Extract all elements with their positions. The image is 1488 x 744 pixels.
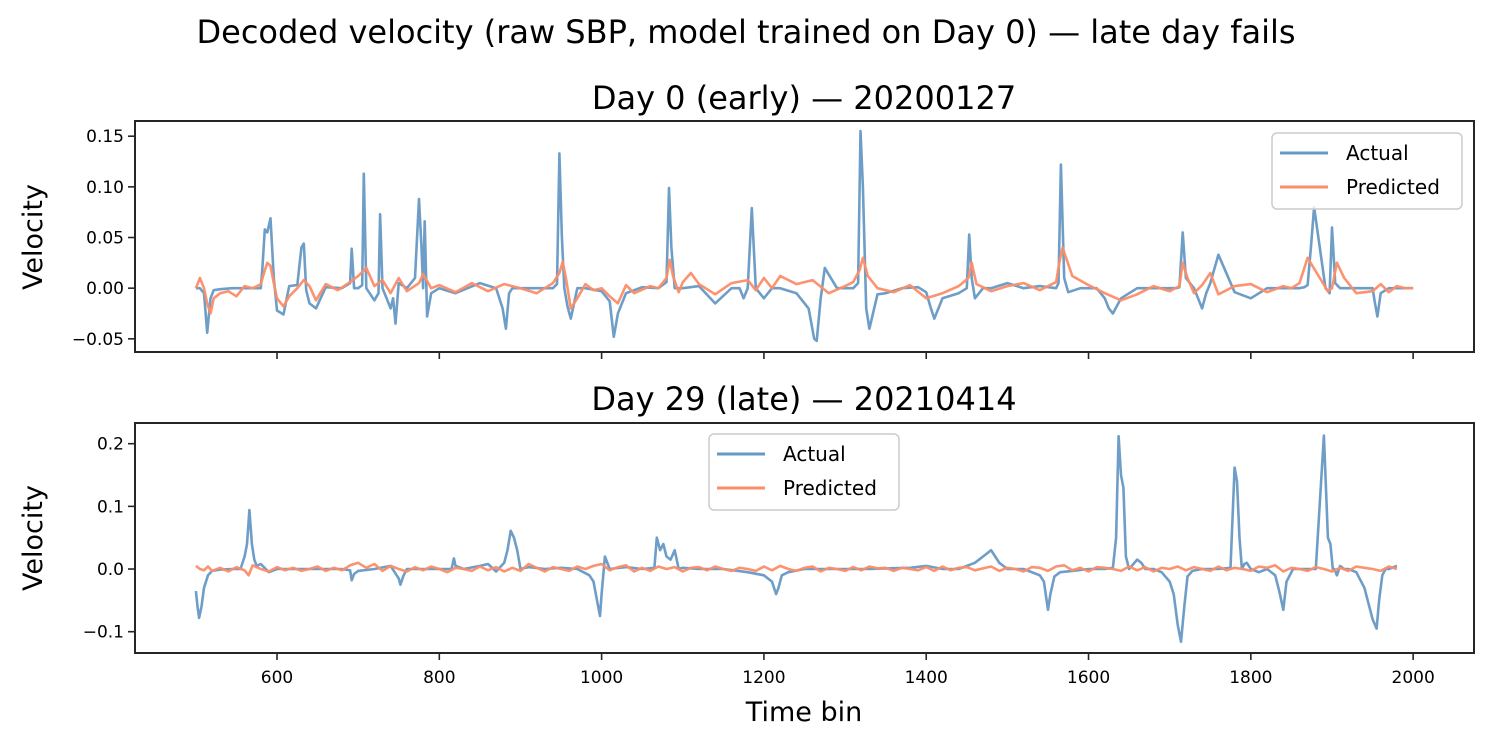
plot-area [194,129,1414,343]
legend-label-predicted: Predicted [783,476,877,500]
axes-frame [134,120,1475,353]
y-tick-label: −0.1 [83,623,124,643]
y-tick-label: 0.2 [97,435,124,455]
series-line-predicted [195,561,1398,577]
x-tick-label: 2000 [1392,668,1435,688]
legend-label-actual: Actual [783,442,846,466]
figure-title: Decoded velocity (raw SBP, model trained… [196,13,1295,51]
panel-title: Day 29 (late) — 20210414 [591,380,1016,418]
y-tick-label: −0.05 [72,330,124,350]
x-tick-label: 600 [261,668,293,688]
x-tick-label: 1200 [742,668,785,688]
x-axis-label: Time bin [745,697,862,728]
series-line-predicted [194,246,1414,315]
plot-area [194,434,1398,644]
legend-label-predicted: Predicted [1346,175,1440,199]
axes-frame [134,422,1475,654]
x-tick-label: 800 [423,668,455,688]
panel-day0: Day 0 (early) — 20200127 Velocity −0.05 0… [18,79,1475,359]
x-tick-label: 1000 [580,668,623,688]
x-tick-label: 1800 [1229,668,1272,688]
legend: Actual Predicted [708,433,900,511]
axis-ticks: −0.1 0.0 0.1 0.2 600 800 1000 1200 1400 1600 1800 2… [83,435,1435,688]
axis-ticks: −0.05 0.00 0.05 0.10 0.15 [72,127,1414,359]
y-tick-label: 0.05 [86,229,124,249]
y-tick-label: 0.00 [86,279,124,299]
legend: Actual Predicted [1271,132,1463,210]
panel-title: Day 0 (early) — 20200127 [592,79,1016,117]
y-tick-label: 0.15 [86,127,124,147]
y-tick-label: 0.0 [97,560,124,580]
series-line-actual [195,129,1414,343]
y-axis-label: Velocity [18,184,49,290]
panel-day29: Day 29 (late) — 20210414 Velocity −0.1 0.… [18,380,1475,688]
x-tick-label: 1600 [1067,668,1110,688]
y-tick-label: 0.1 [97,497,124,517]
x-tick-label: 1400 [905,668,948,688]
legend-label-actual: Actual [1346,141,1409,165]
y-axis-label: Velocity [18,485,49,591]
y-tick-label: 0.10 [86,178,124,198]
